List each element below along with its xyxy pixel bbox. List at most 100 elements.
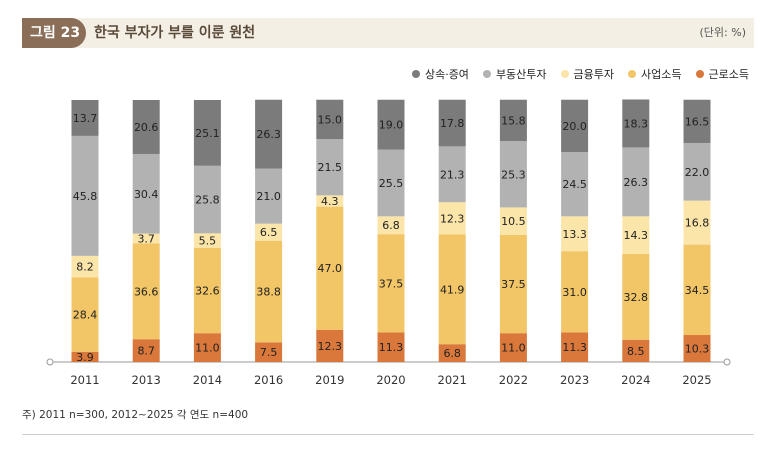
x-tick-label: 2020 bbox=[376, 373, 405, 387]
data-label: 32.6 bbox=[195, 284, 220, 297]
unit-label: (단위: %) bbox=[699, 26, 746, 39]
bar-segment bbox=[193, 333, 221, 362]
bar-segment bbox=[438, 234, 466, 345]
bar-segment bbox=[499, 207, 527, 235]
data-label: 15.8 bbox=[501, 114, 526, 127]
legend-swatch bbox=[628, 70, 637, 78]
data-label: 15.0 bbox=[318, 113, 343, 126]
bar-segment bbox=[377, 149, 405, 217]
data-label: 26.3 bbox=[256, 128, 281, 141]
bar-segment bbox=[499, 333, 527, 362]
data-label: 16.5 bbox=[685, 115, 710, 128]
data-label: 3.7 bbox=[137, 232, 155, 245]
bar-segment bbox=[377, 234, 405, 333]
bar-segment bbox=[377, 216, 405, 235]
data-label: 25.1 bbox=[195, 127, 220, 140]
bar-segment bbox=[132, 339, 160, 362]
x-tick-label: 2016 bbox=[254, 373, 283, 387]
bar-segment bbox=[683, 335, 711, 362]
bar-segment bbox=[71, 135, 99, 256]
data-label: 14.3 bbox=[624, 229, 649, 242]
data-label: 25.3 bbox=[501, 168, 526, 181]
bar-segment bbox=[622, 99, 650, 148]
bar-segment bbox=[71, 255, 99, 278]
bottom-divider bbox=[22, 434, 754, 435]
legend-swatch bbox=[482, 70, 491, 78]
data-label: 21.5 bbox=[318, 161, 343, 174]
bar-segment bbox=[377, 332, 405, 362]
bar-segment bbox=[255, 223, 283, 241]
data-label: 13.3 bbox=[562, 228, 587, 241]
data-label: 25.5 bbox=[379, 177, 404, 190]
data-label: 20.0 bbox=[562, 120, 587, 133]
x-tick-label: 2025 bbox=[682, 373, 711, 387]
chart-title: 한국 부자가 부를 이룬 원천 bbox=[94, 25, 256, 41]
bar-segment bbox=[438, 344, 466, 362]
data-label: 45.8 bbox=[73, 190, 98, 203]
data-label: 3.9 bbox=[76, 351, 94, 364]
data-label: 21.0 bbox=[256, 190, 281, 203]
figure-label: 그림 23 bbox=[22, 18, 86, 48]
bar-segment bbox=[561, 99, 589, 153]
data-label: 13.7 bbox=[73, 112, 98, 125]
bar-segment bbox=[683, 142, 711, 201]
x-tick-label: 2021 bbox=[438, 373, 467, 387]
x-tick-label: 2019 bbox=[315, 373, 344, 387]
bar-segment bbox=[316, 139, 344, 196]
data-label: 38.8 bbox=[256, 286, 281, 299]
legend-label: 근로소득 bbox=[708, 68, 749, 81]
data-label: 22.0 bbox=[685, 166, 710, 179]
legend-swatch bbox=[411, 70, 420, 78]
x-tick-label: 2024 bbox=[621, 373, 650, 387]
bar-segment bbox=[438, 99, 466, 147]
data-label: 28.4 bbox=[73, 309, 98, 322]
bar-segment bbox=[193, 247, 221, 334]
data-label: 7.5 bbox=[260, 346, 278, 359]
bar-segment bbox=[438, 202, 466, 235]
legend-item: 부동산투자 bbox=[482, 66, 547, 82]
legend-swatch bbox=[695, 70, 704, 78]
data-label: 16.8 bbox=[685, 217, 710, 230]
bar-segment bbox=[683, 99, 711, 143]
data-label: 25.8 bbox=[195, 194, 220, 207]
data-label: 11.3 bbox=[379, 341, 404, 354]
legend-item: 금융투자 bbox=[560, 66, 614, 82]
data-label: 8.2 bbox=[76, 261, 94, 274]
bar-segment bbox=[316, 206, 344, 330]
bar-segment bbox=[193, 100, 221, 166]
axis-end-marker bbox=[723, 358, 731, 366]
bar-segment bbox=[71, 351, 99, 362]
bar-segment bbox=[71, 100, 99, 136]
data-label: 36.6 bbox=[134, 285, 159, 298]
bar-segment bbox=[316, 99, 344, 140]
data-label: 37.5 bbox=[501, 278, 526, 291]
bar-segment bbox=[499, 141, 527, 208]
bar-segment bbox=[193, 165, 221, 234]
x-tick-label: 2023 bbox=[560, 373, 589, 387]
bar-segment bbox=[438, 146, 466, 203]
bar-segment bbox=[316, 195, 344, 207]
bar-segment bbox=[193, 233, 221, 248]
bar-segment bbox=[561, 216, 589, 252]
legend-item: 사업소득 bbox=[628, 66, 682, 82]
data-label: 11.3 bbox=[562, 341, 587, 354]
bar-segment bbox=[255, 342, 283, 362]
bar-segment bbox=[132, 153, 160, 234]
data-label: 26.3 bbox=[624, 176, 649, 189]
bar-segment bbox=[561, 332, 589, 362]
data-label: 37.5 bbox=[379, 277, 404, 290]
bar-segment bbox=[132, 100, 160, 154]
data-label: 20.6 bbox=[134, 121, 159, 134]
data-label: 31.0 bbox=[562, 286, 587, 299]
bar-segment bbox=[622, 216, 650, 254]
data-label: 10.3 bbox=[685, 343, 710, 356]
data-label: 21.3 bbox=[440, 168, 465, 181]
data-label: 12.3 bbox=[440, 212, 465, 225]
data-label: 17.8 bbox=[440, 117, 465, 130]
data-label: 6.8 bbox=[443, 347, 461, 360]
footnote: 주) 2011 n=300, 2012∼2025 각 연도 n=400 bbox=[22, 409, 249, 421]
data-label: 11.0 bbox=[501, 342, 526, 355]
data-label: 11.0 bbox=[195, 342, 220, 355]
data-label: 6.5 bbox=[260, 226, 278, 239]
bar-segment bbox=[499, 234, 527, 334]
